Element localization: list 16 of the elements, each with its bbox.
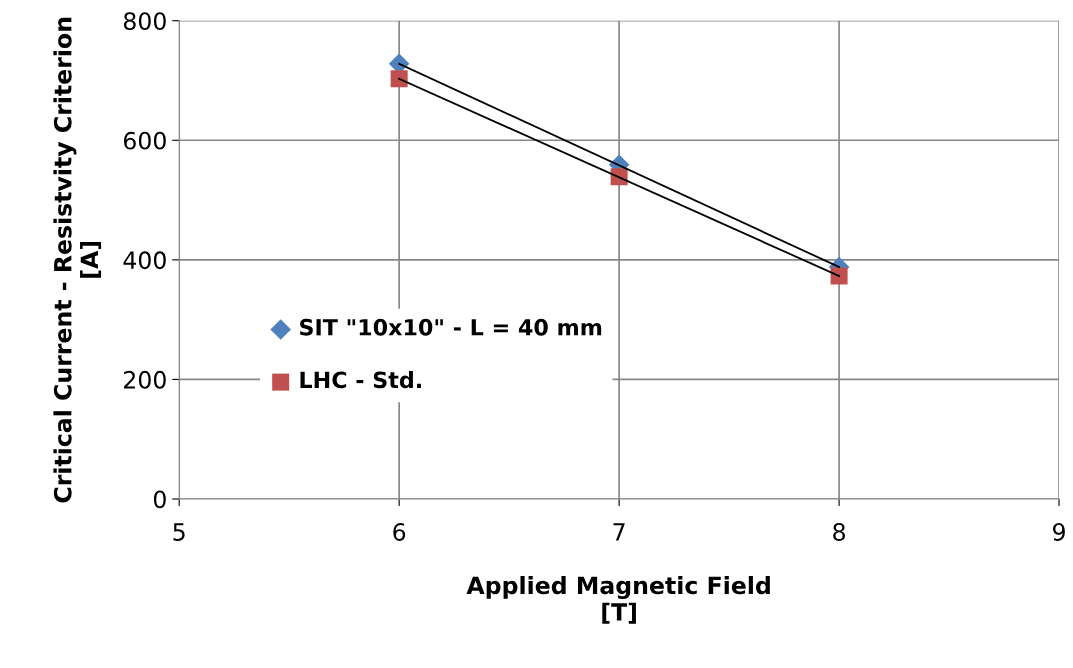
y-tick-label: 600 xyxy=(123,131,166,150)
x-tick-label: 6 xyxy=(393,523,406,541)
x-tick-label: 9 xyxy=(1053,523,1065,541)
point xyxy=(830,267,848,285)
y-tick-label: 800 xyxy=(123,12,166,31)
x-tick-label: 5 xyxy=(173,523,185,541)
point xyxy=(390,70,408,88)
y-tick-label: 0 xyxy=(153,490,166,509)
y-tick-label: 400 xyxy=(123,251,166,270)
x-tick-label: 8 xyxy=(833,523,845,541)
x-tick-label: 7 xyxy=(613,523,625,541)
y-tick-label: 200 xyxy=(124,370,166,389)
x-axis-title: Applied Magnetic Field [T] xyxy=(466,576,770,624)
y-axis-title: Critical Current - Resistvity Criterion [A] xyxy=(53,17,102,503)
legend-label: LHC - Std. xyxy=(300,371,421,389)
legend-label: SIT "10x10" - L = 40 mm xyxy=(300,318,602,336)
